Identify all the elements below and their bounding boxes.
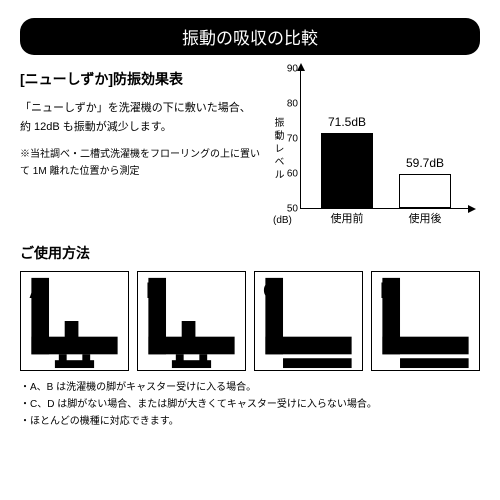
page-title: 振動の吸収の比較 (20, 18, 480, 55)
ytick: 60 (287, 169, 298, 180)
vibration-bar-chart: 振動レベル 9080706050 71.5dB59.7dB (dB) 使用前 使… (270, 69, 480, 229)
bar-使用前 (321, 133, 373, 208)
chart-plot: 71.5dB59.7dB (dB) 使用前 使用後 (300, 69, 470, 209)
xaxis-label-before: 使用前 (321, 210, 373, 226)
section1-note: ※当社調べ・二槽式洗濯機をフローリングの上に置いて 1M 離れた位置から測定 (20, 146, 260, 180)
usage-notes: ・A、B は洗濯機の脚がキャスター受けに入る場合。・C、D は脚がない場合、また… (20, 379, 480, 430)
ytick: 70 (287, 134, 298, 145)
usage-note-line: ・A、B は洗濯機の脚がキャスター受けに入る場合。 (20, 379, 480, 396)
usage-fig-B: B (137, 271, 246, 371)
usage-fig-C: C (254, 271, 363, 371)
fig-label: C (263, 278, 279, 304)
fig-label: A (29, 278, 45, 304)
bar-使用後 (399, 174, 451, 208)
section1-subtitle: [ニューしずか]防振効果表 (20, 69, 260, 89)
usage-note-line: ・ほとんどの機種に対応できます。 (20, 413, 480, 430)
chart-unit: (dB) (273, 215, 292, 226)
section1-desc: 「ニューしずか」を洗濯機の下に敷いた場合、約 12dB も振動が減少します。 (20, 99, 260, 136)
ytick: 80 (287, 99, 298, 110)
fig-label: D (380, 278, 396, 304)
fig-label: B (146, 278, 162, 304)
usage-fig-D: D (371, 271, 480, 371)
usage-fig-A: A (20, 271, 129, 371)
ytick: 50 (287, 204, 298, 215)
arrow-up-icon (297, 63, 305, 71)
usage-note-line: ・C、D は脚がない場合、または脚が大きくてキャスター受けに入らない場合。 (20, 396, 480, 413)
arrow-right-icon (468, 205, 476, 213)
section2-title: ご使用方法 (20, 243, 480, 263)
bar-value-label: 71.5dB (321, 115, 373, 129)
bar-value-label: 59.7dB (399, 156, 451, 170)
xaxis-label-after: 使用後 (399, 210, 451, 226)
